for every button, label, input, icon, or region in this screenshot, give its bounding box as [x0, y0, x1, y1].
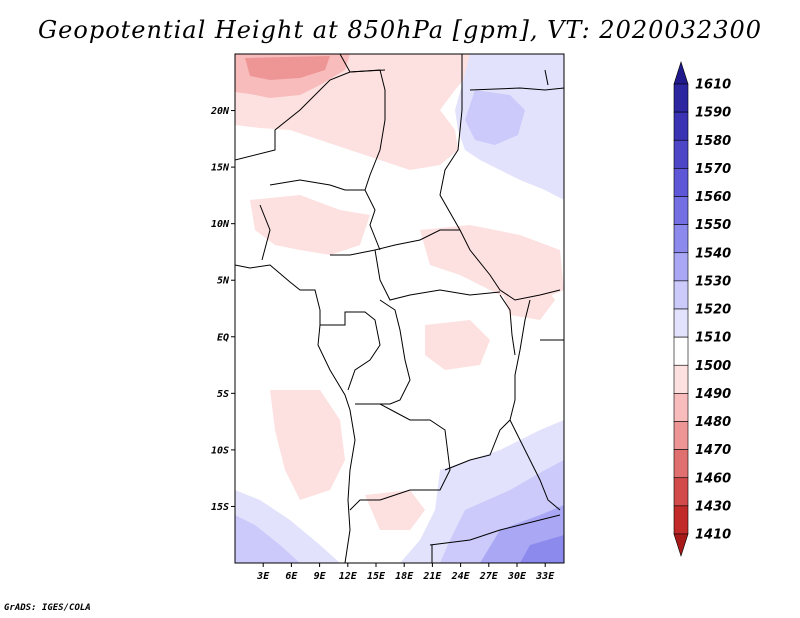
lat-tick-label: 10N: [211, 219, 230, 230]
lat-tick-label: 10S: [211, 445, 229, 456]
colorbar-bottom-arrow: [673, 533, 689, 557]
lon-tick-label: 21E: [422, 571, 442, 582]
shade-se-blue4: [520, 535, 564, 563]
credit-text: GrADS: IGES/COLA: [4, 603, 91, 613]
colorbar-label: 1520: [695, 303, 731, 318]
lon-tick-label: 18E: [395, 571, 414, 582]
shade-sw-pink: [270, 390, 345, 500]
colorbar-label: 1560: [695, 190, 731, 205]
colorbar-label: 1470: [695, 443, 731, 458]
colorbar-swatch: [673, 393, 689, 422]
colorbar-label: 1550: [695, 218, 731, 233]
colorbar-swatch: [673, 477, 689, 507]
shading-layer: [235, 54, 564, 563]
map-title: Geopotential Height at 850hPa [gpm], VT:…: [38, 16, 762, 44]
shade-south-blue2: [235, 515, 300, 563]
lon-tick-label: 15E: [367, 571, 386, 582]
longitude-axis: 3E 6E 9E 12E 15E 18E 21E 24E 27E 30E 33E: [256, 563, 555, 582]
lon-tick-label: 3E: [256, 571, 270, 582]
colorbar-swatch: [673, 139, 689, 169]
colorbar-swatch: [673, 421, 689, 450]
colorbar-swatch: [673, 252, 689, 282]
lon-tick-label: 33E: [535, 571, 555, 582]
colorbar-label: 1530: [695, 274, 731, 289]
shade-north-dark: [245, 56, 330, 80]
colorbar-top-arrow: [673, 61, 689, 85]
lat-tick-label: 5S: [217, 389, 229, 400]
colorbar-swatch: [673, 336, 689, 366]
colorbar-label: 1540: [695, 246, 731, 261]
shade-mid-pink2: [420, 225, 564, 300]
lat-tick-label: 15S: [211, 502, 229, 513]
colorbar-label: 1430: [695, 499, 731, 514]
lat-tick-label: 5N: [217, 276, 230, 287]
colorbar-swatch: [673, 83, 689, 113]
colorbar-label: 1410: [695, 528, 731, 543]
lat-tick-label: EQ: [217, 332, 229, 343]
shade-ne-blue2: [465, 90, 525, 145]
colorbar: 1610 1590 1580 1570 1560 1550 1540 1530 1520 1510…: [673, 61, 731, 557]
lon-tick-label: 12E: [339, 571, 358, 582]
colorbar-swatch: [673, 111, 689, 141]
colorbar-label: 1490: [695, 387, 731, 402]
colorbar-swatch: [673, 280, 689, 310]
shade-mid-pink3: [425, 320, 490, 370]
colorbar-swatch: [673, 224, 689, 254]
colorbar-label: 1570: [695, 162, 731, 177]
lon-tick-label: 27E: [479, 571, 499, 582]
lat-tick-label: 15N: [211, 163, 230, 174]
colorbar-swatch: [673, 505, 689, 535]
colorbar-swatch: [673, 168, 689, 197]
lat-tick-label: 20N: [210, 106, 230, 117]
colorbar-label: 1590: [695, 106, 731, 121]
shade-mid-pink1: [250, 195, 370, 255]
lon-tick-label: 6E: [285, 571, 298, 582]
colorbar-swatch: [673, 364, 689, 394]
colorbar-label: 1510: [695, 331, 731, 346]
colorbar-swatch: [673, 196, 689, 225]
lon-tick-label: 30E: [507, 571, 527, 582]
colorbar-label: 1610: [695, 78, 731, 93]
country-borders: [235, 54, 564, 563]
lon-tick-label: 24E: [451, 571, 471, 582]
colorbar-label: 1500: [695, 359, 731, 374]
latitude-axis: 20N 15N 10N 5N EQ 5S 10S 15S: [210, 106, 235, 513]
map-frame: [234, 53, 565, 564]
colorbar-label: 1480: [695, 415, 731, 430]
colorbar-label: 1580: [695, 134, 731, 149]
shade-mid-pink4: [500, 280, 555, 320]
lon-tick-label: 9E: [314, 571, 327, 582]
colorbar-swatch: [673, 308, 689, 338]
colorbar-swatch: [673, 449, 689, 479]
colorbar-label: 1460: [695, 471, 731, 486]
